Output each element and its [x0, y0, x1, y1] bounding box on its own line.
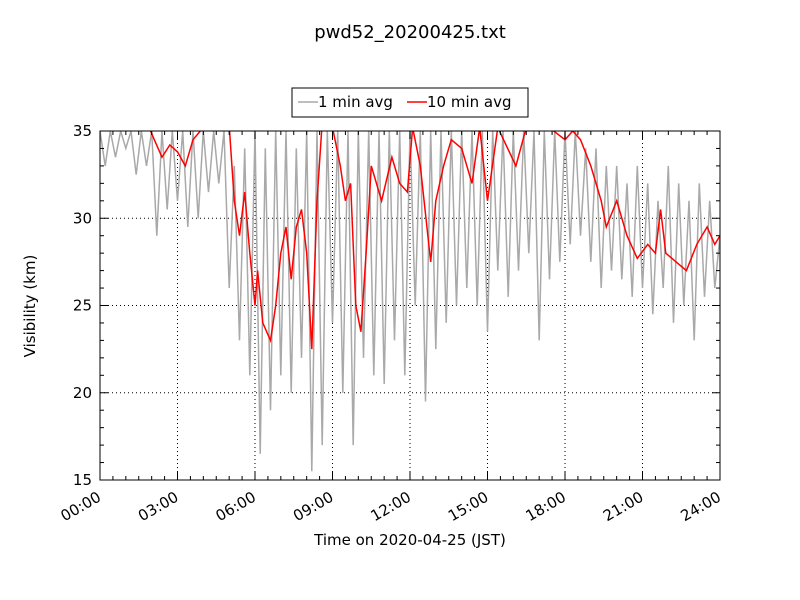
y-tick-label: 30 [73, 209, 92, 227]
x-tick-label: 12:00 [368, 488, 414, 525]
legend: 1 min avg 10 min avg [291, 87, 529, 118]
y-tick-label: 25 [73, 297, 92, 315]
series-line-1min-avg [100, 131, 720, 472]
grid-lines [100, 131, 720, 480]
series-line-10min-avg [149, 131, 720, 350]
x-tick-label: 09:00 [290, 488, 336, 525]
legend-label-10min: 10 min avg [427, 93, 512, 111]
x-tick-label: 03:00 [135, 488, 181, 525]
x-tick-label: 21:00 [600, 488, 646, 525]
y-tick-label: 20 [73, 384, 92, 402]
x-tick-label: 18:00 [523, 488, 569, 525]
x-tick-label: 00:00 [58, 488, 104, 525]
plot-area [100, 131, 720, 472]
y-axis-label: Visibility (km) [21, 255, 39, 358]
x-tick-label: 06:00 [213, 488, 259, 525]
y-tick-label: 15 [73, 471, 92, 489]
x-axis-label: Time on 2020-04-25 (JST) [313, 531, 506, 549]
legend-label-1min: 1 min avg [318, 93, 393, 111]
x-tick-label: 24:00 [678, 488, 724, 525]
y-tick-label: 35 [73, 122, 92, 140]
x-tick-label: 15:00 [445, 488, 491, 525]
chart-title: pwd52_20200425.txt [314, 22, 506, 43]
